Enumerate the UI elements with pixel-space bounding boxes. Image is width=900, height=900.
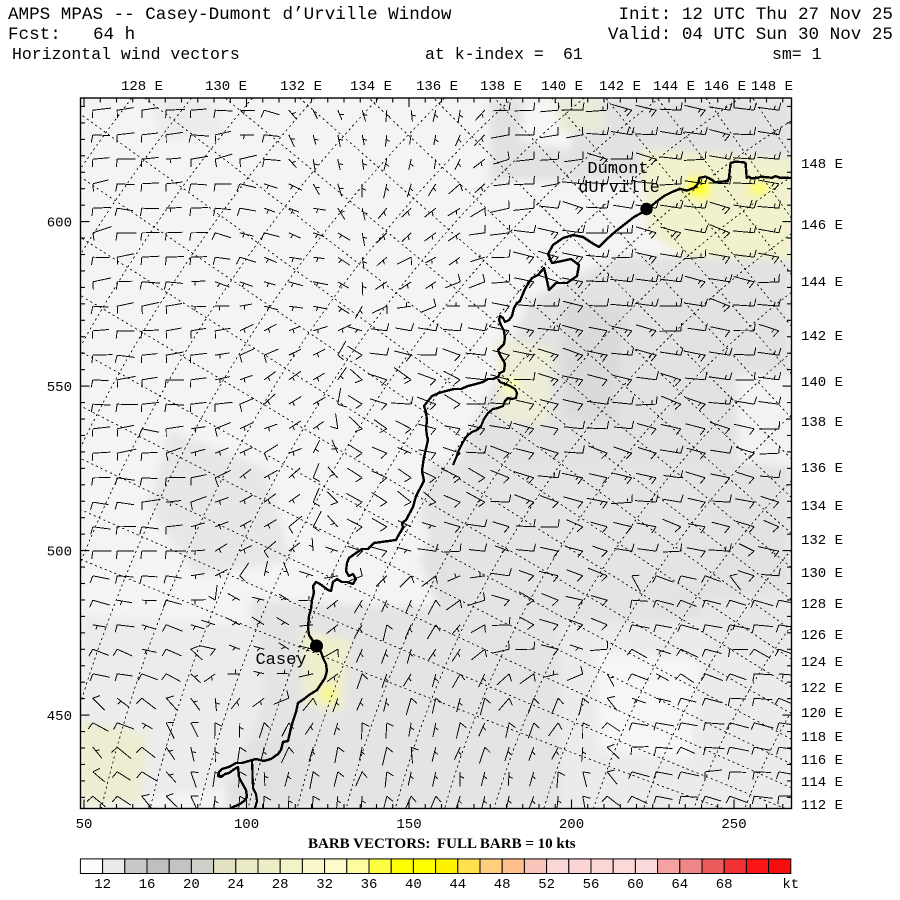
svg-text:142 E: 142 E (801, 329, 843, 345)
svg-text:138 E: 138 E (801, 415, 843, 431)
svg-text:134 E: 134 E (801, 499, 843, 515)
svg-text:24: 24 (227, 877, 244, 893)
svg-text:124 E: 124 E (801, 655, 843, 671)
svg-text:52: 52 (538, 877, 555, 893)
svg-text:16: 16 (139, 877, 156, 893)
svg-text:144 E: 144 E (801, 275, 843, 291)
svg-text:61: 61 (563, 45, 583, 64)
svg-text:118 E: 118 E (801, 730, 843, 746)
svg-text:44: 44 (449, 877, 466, 893)
svg-text:Dumont: Dumont (587, 160, 648, 179)
svg-text:20: 20 (183, 877, 200, 893)
svg-text:28: 28 (272, 877, 289, 893)
svg-text:132 E: 132 E (280, 79, 322, 95)
svg-text:138 E: 138 E (480, 79, 522, 95)
svg-text:500: 500 (47, 545, 72, 561)
svg-text:130 E: 130 E (205, 79, 247, 95)
svg-text:128 E: 128 E (121, 79, 163, 95)
svg-text:200: 200 (559, 817, 584, 833)
svg-text:BARB VECTORS:: BARB VECTORS: (308, 836, 430, 852)
svg-text:130 E: 130 E (801, 566, 843, 582)
svg-text:144 E: 144 E (653, 79, 695, 95)
svg-text:40: 40 (405, 877, 422, 893)
svg-text:116 E: 116 E (801, 753, 843, 769)
svg-text:48: 48 (494, 877, 511, 893)
svg-text:148 E: 148 E (801, 157, 843, 173)
svg-text:142 E: 142 E (599, 79, 641, 95)
svg-text:32: 32 (316, 877, 333, 893)
svg-text:136 E: 136 E (801, 461, 843, 477)
svg-text:12: 12 (94, 877, 111, 893)
svg-text:68: 68 (716, 877, 733, 893)
svg-text:136 E: 136 E (416, 79, 458, 95)
svg-text:150: 150 (396, 817, 421, 833)
svg-text:Horizontal wind vectors: Horizontal wind vectors (12, 45, 240, 64)
svg-text:60: 60 (627, 877, 644, 893)
svg-text:at k-index =: at k-index = (425, 45, 544, 64)
svg-text:134 E: 134 E (350, 79, 392, 95)
svg-text:64 h: 64 h (93, 25, 135, 45)
svg-text:120 E: 120 E (801, 706, 843, 722)
svg-text:146 E: 146 E (801, 218, 843, 234)
svg-text:64: 64 (671, 877, 688, 893)
svg-text:128 E: 128 E (801, 597, 843, 613)
svg-text:Fcst:: Fcst: (8, 25, 61, 45)
svg-text:Casey: Casey (255, 651, 306, 670)
svg-text:Init: 12 UTC Thu 27 Nov 25: Init: 12 UTC Thu 27 Nov 25 (618, 5, 893, 25)
svg-text:50: 50 (76, 817, 93, 833)
svg-text:112 E: 112 E (801, 798, 843, 814)
svg-text:140 E: 140 E (541, 79, 583, 95)
svg-text:132 E: 132 E (801, 533, 843, 549)
svg-text:122 E: 122 E (801, 681, 843, 697)
svg-text:140 E: 140 E (801, 375, 843, 391)
svg-text:56: 56 (583, 877, 600, 893)
svg-text:36: 36 (361, 877, 378, 893)
svg-text:100: 100 (234, 817, 259, 833)
svg-text:kt: kt (782, 877, 799, 893)
svg-text:AMPS MPAS -- Casey-Dumont d’Ur: AMPS MPAS -- Casey-Dumont d’Urville Wind… (8, 5, 452, 25)
svg-text:dUrville: dUrville (578, 179, 660, 198)
svg-text:114 E: 114 E (801, 775, 843, 791)
svg-text:600: 600 (47, 216, 72, 232)
svg-text:126 E: 126 E (801, 628, 843, 644)
svg-text:550: 550 (47, 380, 72, 396)
svg-text:450: 450 (47, 709, 72, 725)
svg-text:148 E: 148 E (751, 79, 793, 95)
svg-text:sm= 1: sm= 1 (772, 45, 822, 64)
svg-text:146 E: 146 E (704, 79, 746, 95)
svg-text:FULL BARB = 10 kts: FULL BARB = 10 kts (437, 836, 576, 852)
svg-text:250: 250 (721, 817, 746, 833)
svg-text:Valid: 04 UTC Sun 30 Nov 25: Valid: 04 UTC Sun 30 Nov 25 (608, 25, 893, 45)
